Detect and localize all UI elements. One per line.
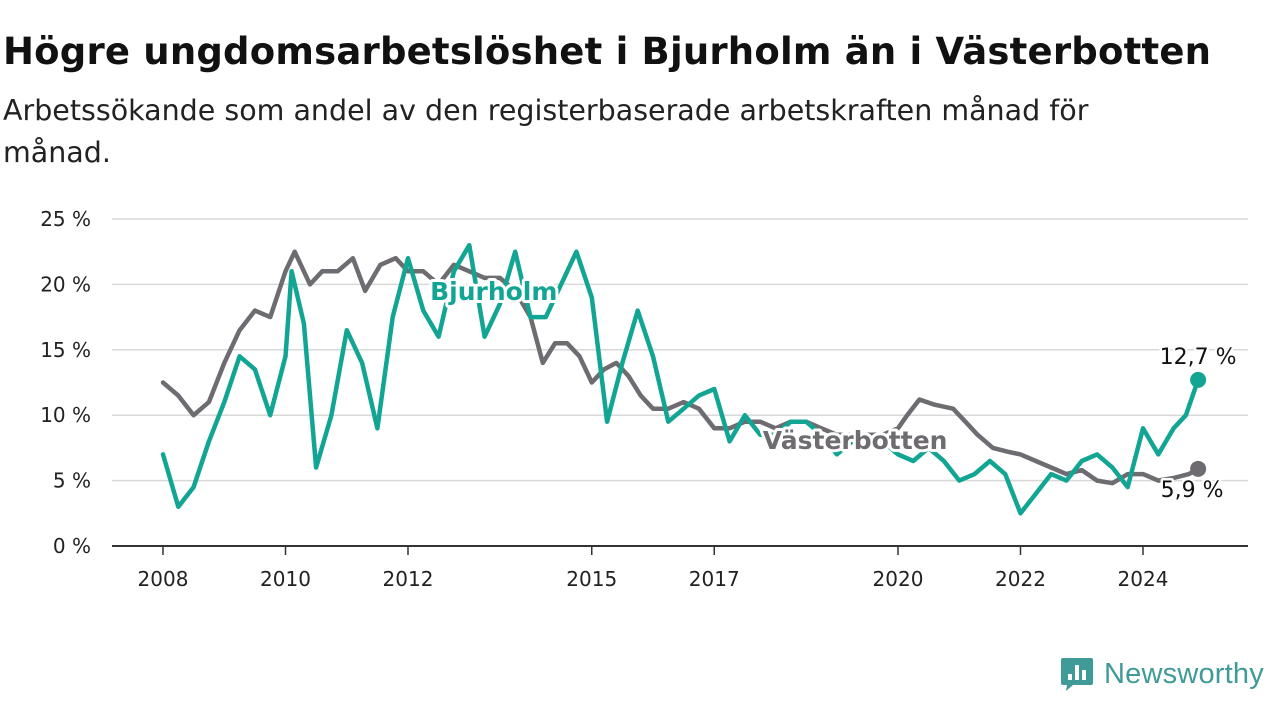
chart-title: Högre ungdomsarbetslöshet i Bjurholm än … — [3, 30, 1212, 73]
gridlines — [112, 218, 1248, 482]
chart-subtitle: Arbetssökande som andel av den registerb… — [3, 94, 1089, 169]
brand-logo: Newsworthy — [1059, 654, 1264, 694]
x-tick-label: 2022 — [995, 567, 1046, 591]
series-line-v-sterbotten — [160, 249, 1201, 486]
end-value-label-v-sterbotten: 5,9 % — [1161, 478, 1224, 503]
series-lines — [160, 242, 1201, 516]
x-tick-label: 2024 — [1118, 567, 1169, 591]
y-tick-label: 5 % — [53, 469, 91, 493]
x-tick-label: 2012 — [383, 567, 434, 591]
y-tick-label: 15 % — [40, 338, 91, 362]
x-tick-label: 2020 — [873, 567, 924, 591]
series-label-bjurholm: Bjurholm — [430, 277, 557, 306]
series-line-bjurholm — [160, 242, 1201, 516]
series-labels: Bjurholm Västerbotten 5,9 % 12,7 % — [427, 274, 1239, 505]
y-tick-label: 25 % — [40, 207, 91, 231]
end-point-v-sterbotten — [1190, 460, 1207, 477]
y-tick-label: 0 % — [53, 534, 91, 558]
y-tick-label: 10 % — [40, 403, 91, 427]
x-tick-label: 2008 — [138, 567, 189, 591]
x-tick-label: 2015 — [566, 567, 617, 591]
y-tick-label: 20 % — [40, 272, 91, 296]
axes: 0 % 5 % 10 % 15 % 20 % 25 % 2008 2010 2012 2015 20… — [40, 207, 1248, 591]
newsworthy-logo-icon — [1061, 658, 1093, 691]
x-tick-label: 2017 — [689, 567, 740, 591]
series-label-v-sterbotten: Västerbotten — [763, 426, 948, 455]
brand-name: Newsworthy — [1104, 657, 1264, 690]
x-tick-label: 2010 — [260, 567, 311, 591]
end-point-bjurholm — [1190, 371, 1207, 388]
end-value-label-bjurholm: 12,7 % — [1160, 345, 1237, 370]
